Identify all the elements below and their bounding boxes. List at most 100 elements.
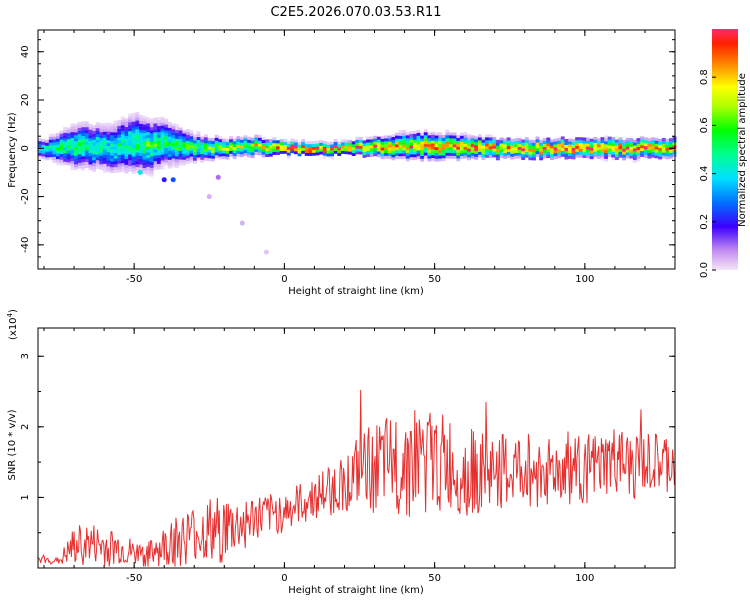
spectrogram-cell xyxy=(106,134,111,138)
spectrogram-cell xyxy=(171,132,176,136)
spectrogram-cell xyxy=(124,118,129,122)
spectrogram-cell xyxy=(337,141,342,145)
spectrogram-cell xyxy=(149,144,154,148)
spectrogram-cell xyxy=(106,169,111,173)
spectrogram-cell xyxy=(139,167,143,171)
spectrogram-cell xyxy=(398,156,403,160)
spectrogram-cell xyxy=(669,141,673,145)
spectrogram-cell xyxy=(405,152,410,156)
spectrogram-cell xyxy=(113,120,118,124)
spectrogram-cell xyxy=(160,148,165,152)
spectrogram-cell xyxy=(160,157,165,161)
spectrogram-cell xyxy=(568,144,572,148)
spectrogram-cell xyxy=(247,142,251,146)
spectrogram-cell xyxy=(651,143,655,147)
spectrogram-cell xyxy=(131,168,136,172)
spectrogram-cell xyxy=(604,150,608,154)
spectrogram-cell xyxy=(59,162,64,166)
spectrogram-cell xyxy=(276,146,280,150)
spectrogram-cell xyxy=(557,155,562,159)
spectrogram-cell xyxy=(499,143,504,147)
spectrogram-cell xyxy=(513,138,518,142)
spectrogram-cell xyxy=(387,138,392,142)
spectrogram-cell xyxy=(629,152,634,156)
spectrogram-cell xyxy=(160,166,165,170)
spectrogram-cell xyxy=(247,145,251,149)
spectrogram-cell xyxy=(95,154,100,158)
spectrogram-cell xyxy=(110,158,114,162)
spectrogram-cell xyxy=(582,152,587,156)
spectrogram-cell xyxy=(117,157,122,161)
spectrogram-cell xyxy=(146,169,151,173)
spectrogram-cell xyxy=(600,148,605,152)
spectrogram-cell xyxy=(189,136,194,140)
spectrogram-cell xyxy=(268,147,273,151)
spectrogram-cell xyxy=(250,149,255,153)
spectrogram-cell xyxy=(467,148,471,152)
spectrogram-cell xyxy=(521,139,526,143)
spectrogram-cell xyxy=(438,138,443,142)
spectrogram-cell xyxy=(586,143,590,147)
spectrogram-cell xyxy=(56,153,60,157)
spectrogram-cell xyxy=(185,160,190,164)
spectrogram-cell xyxy=(45,151,50,155)
spectrogram-cell xyxy=(600,157,605,161)
spectrogram-cell xyxy=(229,147,233,151)
spectrogram-cell xyxy=(131,115,136,119)
spectrogram-cell xyxy=(449,149,453,153)
spectrogram-cell xyxy=(157,166,161,170)
spectrogram-cell xyxy=(250,146,255,150)
colorbar-tick-label: 0.8 xyxy=(699,69,710,85)
spectrogram-cell xyxy=(66,162,71,166)
spectrogram-cell xyxy=(207,149,212,153)
spectrogram-cell xyxy=(99,155,104,159)
spectrogram-cell xyxy=(261,154,266,158)
spectrogram-cell xyxy=(110,169,114,173)
spectrogram-cell xyxy=(131,147,136,151)
spectrogram-cell xyxy=(600,151,605,155)
spectrogram-cell xyxy=(322,149,327,153)
spectrogram-cell xyxy=(622,142,626,146)
spectrogram-cell xyxy=(470,149,475,153)
spectrogram-cell xyxy=(283,150,288,154)
spectrogram-cell xyxy=(81,124,86,128)
spectrogram-cell xyxy=(236,144,241,148)
spectrogram-cell xyxy=(301,139,306,143)
spectrogram-cell xyxy=(319,142,324,146)
spectrogram-cell xyxy=(167,124,172,128)
spectrogram-cell xyxy=(665,147,670,151)
spectrogram-cell xyxy=(578,145,583,149)
spectrogram-cell xyxy=(221,147,226,151)
spectrogram-cell xyxy=(146,160,151,164)
spectrogram-cell xyxy=(340,145,345,149)
spectrogram-cell xyxy=(131,144,136,148)
spectrogram-cell xyxy=(92,165,96,169)
spectrogram-cell xyxy=(211,158,215,162)
spectrogram-cell xyxy=(542,152,547,156)
spectrogram-cell xyxy=(467,136,471,140)
spectrogram-cell xyxy=(669,144,673,148)
spectrogram-cell xyxy=(614,151,619,155)
spectrogram-cell xyxy=(88,152,93,156)
spectrogram-cell xyxy=(495,139,500,143)
spectrogram-cell xyxy=(286,143,291,147)
spectrogram-cell xyxy=(63,129,68,133)
spectrogram-cell xyxy=(164,144,169,148)
spectrogram-cell xyxy=(546,146,551,150)
spectrogram-cell xyxy=(160,145,165,149)
spectrogram-cell xyxy=(506,137,511,141)
spectrogram-cell xyxy=(171,155,176,159)
spectrogram-cell xyxy=(146,166,151,170)
spectrogram-cell xyxy=(449,152,453,156)
spectrogram-cell xyxy=(340,139,345,143)
spectrogram-cell xyxy=(596,147,601,151)
spectrogram-cell xyxy=(431,146,435,150)
spectrogram-cell xyxy=(387,135,392,139)
spectrogram-cell xyxy=(81,127,86,131)
spectrogram-cell xyxy=(124,127,129,131)
spectrogram-cell xyxy=(128,113,132,117)
spectrogram-cell xyxy=(182,130,187,134)
spectrogram-cell xyxy=(74,129,78,133)
spectrogram-cell xyxy=(178,136,183,140)
spectrogram-cell xyxy=(427,155,432,159)
